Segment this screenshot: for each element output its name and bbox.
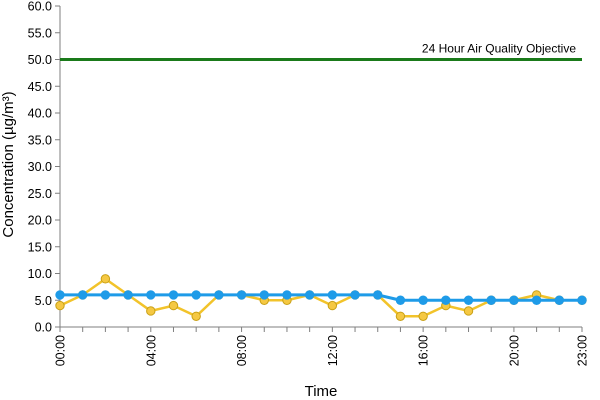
series-2-point [214,290,224,300]
series-1-point [463,306,474,316]
y-tick-label: 30.0 [28,160,52,174]
x-tick-label: 00:00 [54,335,68,366]
y-tick-label: 0.0 [35,321,52,335]
series-2-point [531,295,542,305]
series-1-point [418,311,428,321]
x-tick-label: 08:00 [235,335,249,366]
series-group [55,274,587,321]
series-2-point [259,290,269,300]
series-2-point [577,295,587,305]
series-2-point [55,290,65,300]
y-tick-label: 45.0 [28,80,52,94]
series-2-point [77,290,88,300]
series-1-point [327,300,338,311]
series-2-point [327,290,338,300]
series-2-point [146,290,156,300]
y-axis-title: Concentration (µg/m³) [0,91,17,237]
series-2-point [350,290,360,300]
series-2-point [282,290,292,300]
x-tick-label: 20:00 [507,335,521,366]
y-axis-ticks: 0.0 5.0 10.0 15.0 20.0 25.0 30.0 35.0 40.0 45.0 50… [28,0,60,335]
series-1-point [395,311,406,321]
series-2-point [486,295,496,305]
y-tick-label: 10.0 [28,267,52,281]
series-1-point [191,311,201,321]
series-1-line [59,277,582,318]
series-2-point [441,295,451,305]
series-1-point [146,306,156,316]
x-tick-label: 04:00 [144,335,158,366]
x-tick-label: 16:00 [417,335,431,366]
series-2-point [123,290,133,300]
series-2-point [373,290,383,300]
series-1-point [55,300,65,311]
series-1 [55,274,587,321]
x-axis-ticks: 00:00 04:00 08:00 12:00 16:00 20:00 23:00 [54,327,590,366]
y-tick-label: 60.0 [28,0,52,14]
x-axis-title: Time [305,383,338,400]
y-tick-label: 55.0 [28,26,52,40]
x-tick-label: 12:00 [326,335,340,366]
series-2-point [395,295,406,305]
reference-line-group: 24 Hour Air Quality Objective [60,42,582,61]
series-2-point [236,290,247,300]
series-2-point [463,295,474,305]
y-tick-label: 40.0 [28,107,52,121]
series-2 [55,290,587,305]
series-1-point [100,274,111,284]
series-2-point [418,295,428,305]
series-2-point [100,290,111,300]
y-tick-label: 5.0 [35,294,52,308]
objective-label: 24 Hour Air Quality Objective [422,42,576,56]
series-2-point [304,290,315,300]
series-2-point [554,295,565,305]
series-1-point [168,300,179,311]
y-tick-label: 35.0 [28,133,52,147]
y-tick-label: 50.0 [28,53,52,67]
series-2-point [168,290,179,300]
series-2-point [509,295,519,305]
y-tick-label: 15.0 [28,240,52,254]
y-tick-label: 20.0 [28,214,52,228]
y-tick-label: 25.0 [28,187,52,201]
x-tick-label: 23:00 [576,335,590,366]
series-2-point [191,290,201,300]
